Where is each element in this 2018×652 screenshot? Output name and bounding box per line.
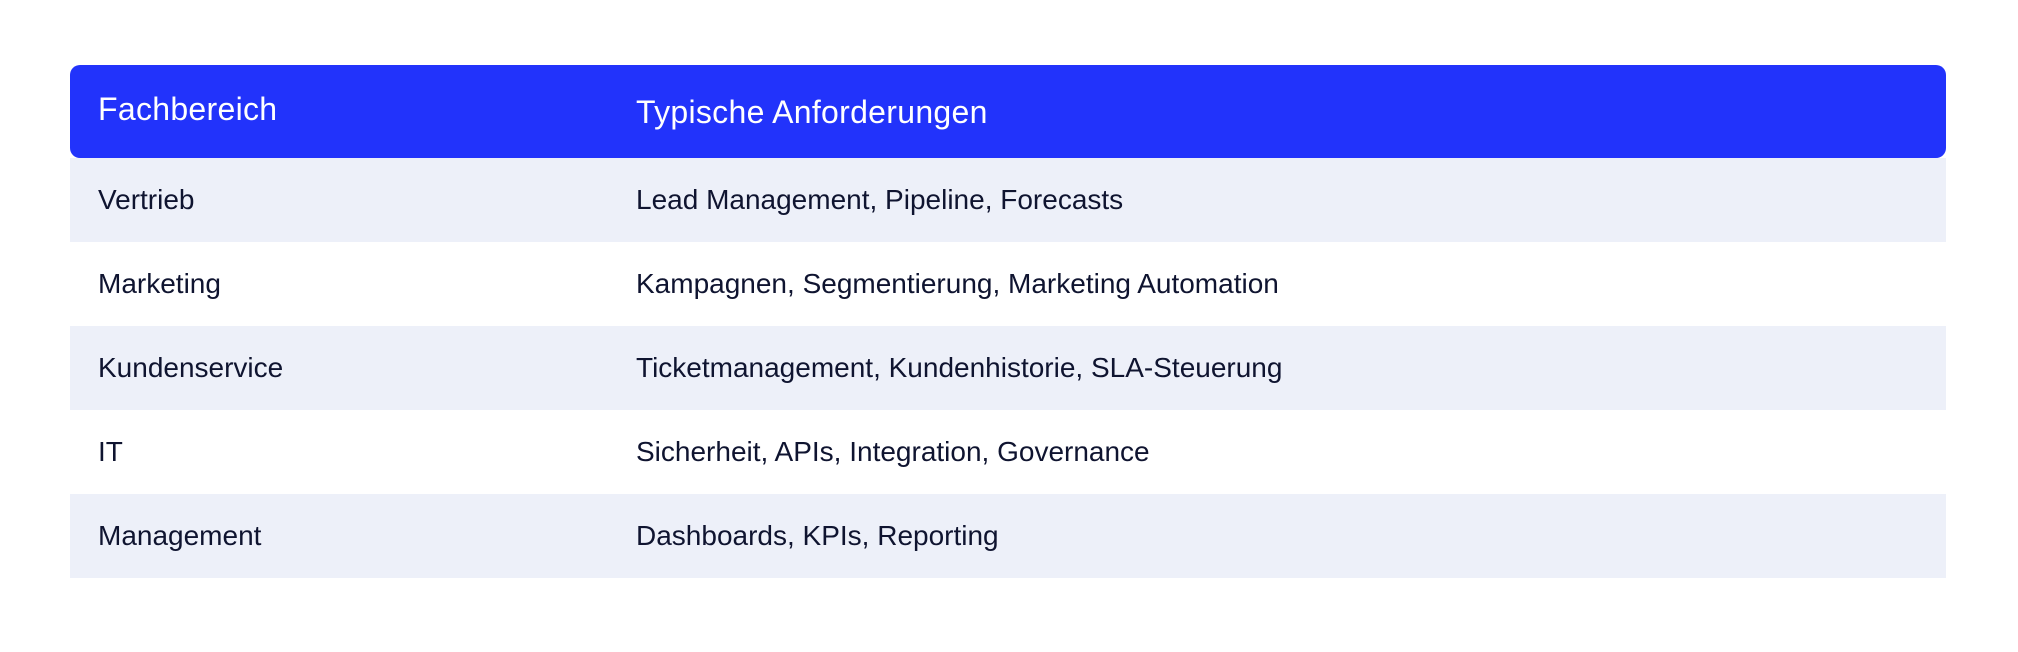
row-anforderungen: Dashboards, KPIs, Reporting (636, 520, 999, 551)
table-row: Kundenservice Ticketmanagement, Kundenhi… (70, 326, 1946, 410)
table-header: Fachbereich Typische Anforderungen (70, 65, 1946, 158)
row-anforderungen: Lead Management, Pipeline, Forecasts (636, 184, 1124, 215)
table-row: Management Dashboards, KPIs, Reporting (70, 494, 1946, 578)
row-fachbereich: IT (98, 436, 123, 467)
header-typische-anforderungen: Typische Anforderungen (636, 94, 988, 130)
row-fachbereich: Kundenservice (98, 352, 284, 383)
row-fachbereich: Vertrieb (98, 184, 195, 215)
table-row: IT Sicherheit, APIs, Integration, Govern… (70, 410, 1946, 494)
row-fachbereich: Management (98, 520, 262, 551)
header-fachbereich: Fachbereich (98, 91, 278, 127)
row-fachbereich: Marketing (98, 268, 221, 299)
requirements-table: Fachbereich Typische Anforderungen Vertr… (70, 65, 1946, 578)
row-anforderungen: Kampagnen, Segmentierung, Marketing Auto… (636, 268, 1279, 299)
row-anforderungen: Ticketmanagement, Kundenhistorie, SLA-St… (636, 352, 1283, 383)
table-row: Vertrieb Lead Management, Pipeline, Fore… (70, 158, 1946, 242)
row-anforderungen: Sicherheit, APIs, Integration, Governanc… (636, 436, 1150, 467)
table-row: Marketing Kampagnen, Segmentierung, Mark… (70, 242, 1946, 326)
